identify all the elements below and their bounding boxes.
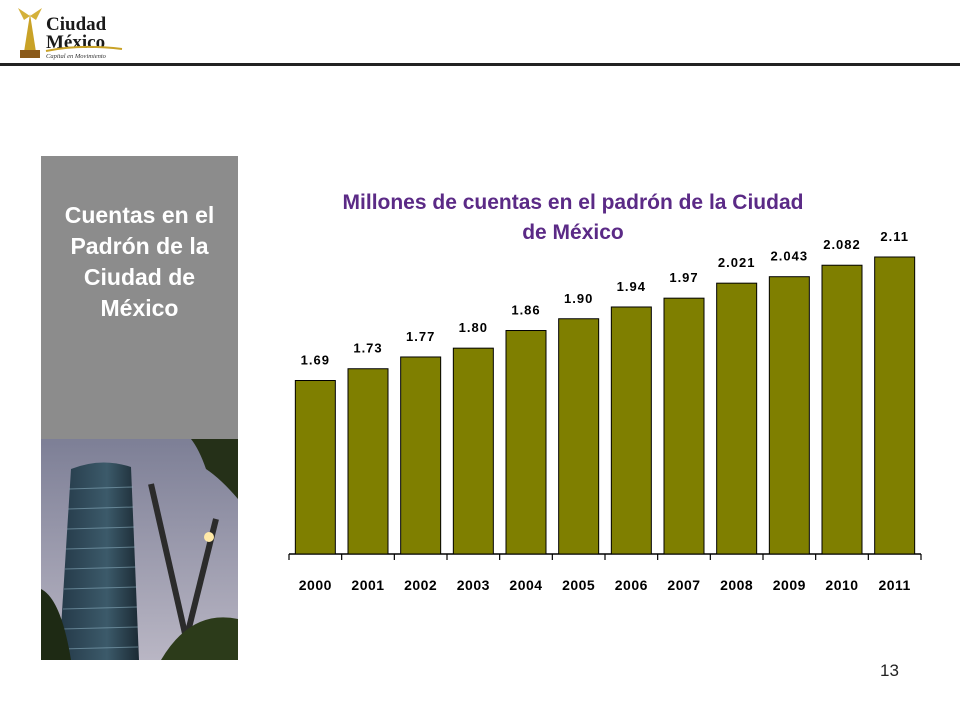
bar-2005	[558, 318, 600, 555]
x-tick-label-2002: 2002	[404, 577, 437, 593]
data-label-2011: 2.11	[880, 229, 909, 244]
bar-2010	[821, 264, 863, 555]
bar-2003	[452, 347, 494, 555]
x-tick-label-2005: 2005	[562, 577, 595, 593]
logo-tagline: Capital en Movimiento	[46, 53, 107, 60]
data-label-2000: 1.69	[301, 353, 330, 368]
x-tick-label-2008: 2008	[720, 577, 753, 593]
page-number: 13	[880, 661, 899, 680]
data-label-2006: 1.94	[617, 279, 646, 294]
angel-monument-icon	[18, 8, 42, 58]
tower-photo	[41, 439, 238, 660]
data-label-2003: 1.80	[459, 320, 488, 335]
bar-2001	[347, 368, 389, 555]
ciudad-de-mexico-logo: Ciudad México Capital en Movimiento	[18, 8, 123, 60]
x-tick-label-2000: 2000	[299, 577, 332, 593]
bar-2008	[716, 282, 758, 555]
bar-2004	[505, 330, 547, 555]
data-label-2007: 1.97	[669, 270, 698, 285]
side-title-box: Cuentas en el Padrón de la Ciudad de Méx…	[41, 156, 238, 439]
logo-word-ciudad: Ciudad	[46, 14, 107, 35]
x-tick-label-2003: 2003	[457, 577, 490, 593]
x-tick-label-2006: 2006	[615, 577, 648, 593]
side-title: Cuentas en el Padrón de la Ciudad de Méx…	[64, 202, 215, 321]
data-label-2002: 1.77	[406, 329, 435, 344]
x-tick-label-2001: 2001	[351, 577, 384, 593]
x-tick-label-2011: 2011	[878, 577, 910, 593]
data-label-2009: 2.043	[771, 249, 809, 264]
data-label-2008: 2.021	[718, 255, 756, 270]
x-tick-label-2004: 2004	[509, 577, 542, 593]
x-tick-label-2010: 2010	[825, 577, 858, 593]
data-label-2001: 1.73	[353, 341, 382, 356]
bar-2009	[768, 276, 810, 555]
header-rule	[0, 63, 960, 66]
bar-2006	[610, 306, 652, 555]
bar-2000	[294, 380, 336, 555]
bar-2002	[400, 356, 442, 555]
x-tick-label-2009: 2009	[773, 577, 806, 593]
data-label-2010: 2.082	[823, 237, 861, 252]
data-label-2005: 1.90	[564, 291, 593, 306]
x-tick-label-2007: 2007	[667, 577, 700, 593]
chart-title: Millones de cuentas en el padrón de la C…	[342, 191, 804, 244]
bar-2007	[663, 297, 705, 555]
data-label-2004: 1.86	[511, 303, 540, 318]
bar-2011	[874, 256, 916, 555]
